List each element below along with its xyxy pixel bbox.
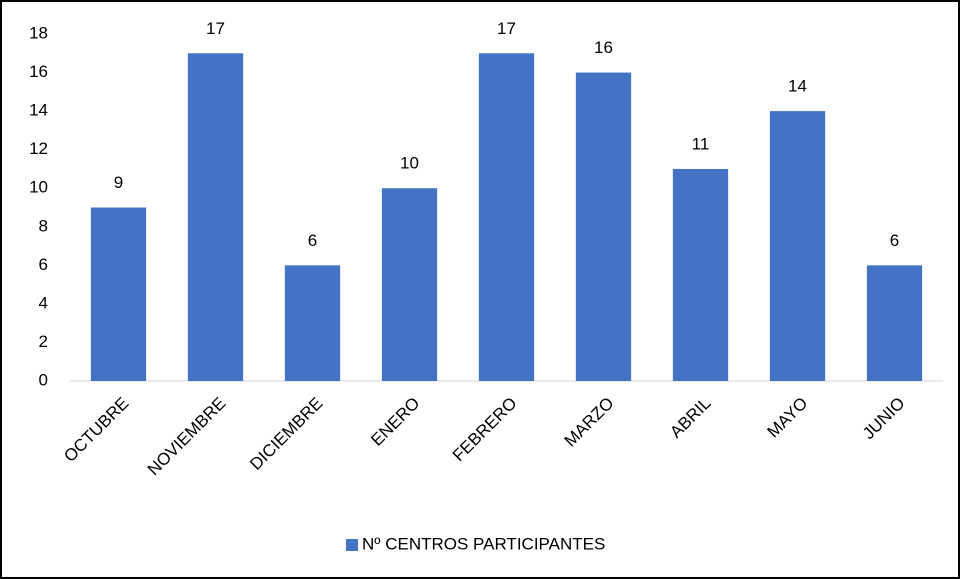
bar xyxy=(672,168,729,381)
y-tick-label: 6 xyxy=(39,255,48,274)
y-tick-label: 8 xyxy=(39,216,48,235)
bar xyxy=(381,188,438,381)
bar xyxy=(90,207,147,381)
data-label: 10 xyxy=(400,154,419,173)
bar xyxy=(187,53,244,382)
y-tick-label: 18 xyxy=(29,23,48,42)
data-label: 9 xyxy=(114,173,123,192)
data-label: 11 xyxy=(692,134,710,153)
y-tick-label: 12 xyxy=(29,139,48,158)
bar xyxy=(478,53,535,382)
y-tick-label: 0 xyxy=(39,370,48,389)
legend-swatch xyxy=(346,539,358,551)
y-tick-label: 10 xyxy=(29,178,48,197)
bar xyxy=(866,265,923,381)
bar xyxy=(284,265,341,381)
bar xyxy=(575,72,632,382)
data-label: 6 xyxy=(308,231,317,250)
data-label: 6 xyxy=(890,231,899,250)
bar xyxy=(769,111,826,381)
data-label: 17 xyxy=(206,19,225,38)
data-label: 14 xyxy=(788,77,807,96)
y-tick-label: 14 xyxy=(29,101,48,120)
y-tick-label: 4 xyxy=(39,293,48,312)
y-tick-label: 2 xyxy=(39,332,48,351)
y-tick-label: 16 xyxy=(29,62,48,81)
data-label: 16 xyxy=(594,38,613,57)
legend-label: Nº CENTROS PARTICIPANTES xyxy=(362,534,605,553)
data-label: 17 xyxy=(497,19,516,38)
